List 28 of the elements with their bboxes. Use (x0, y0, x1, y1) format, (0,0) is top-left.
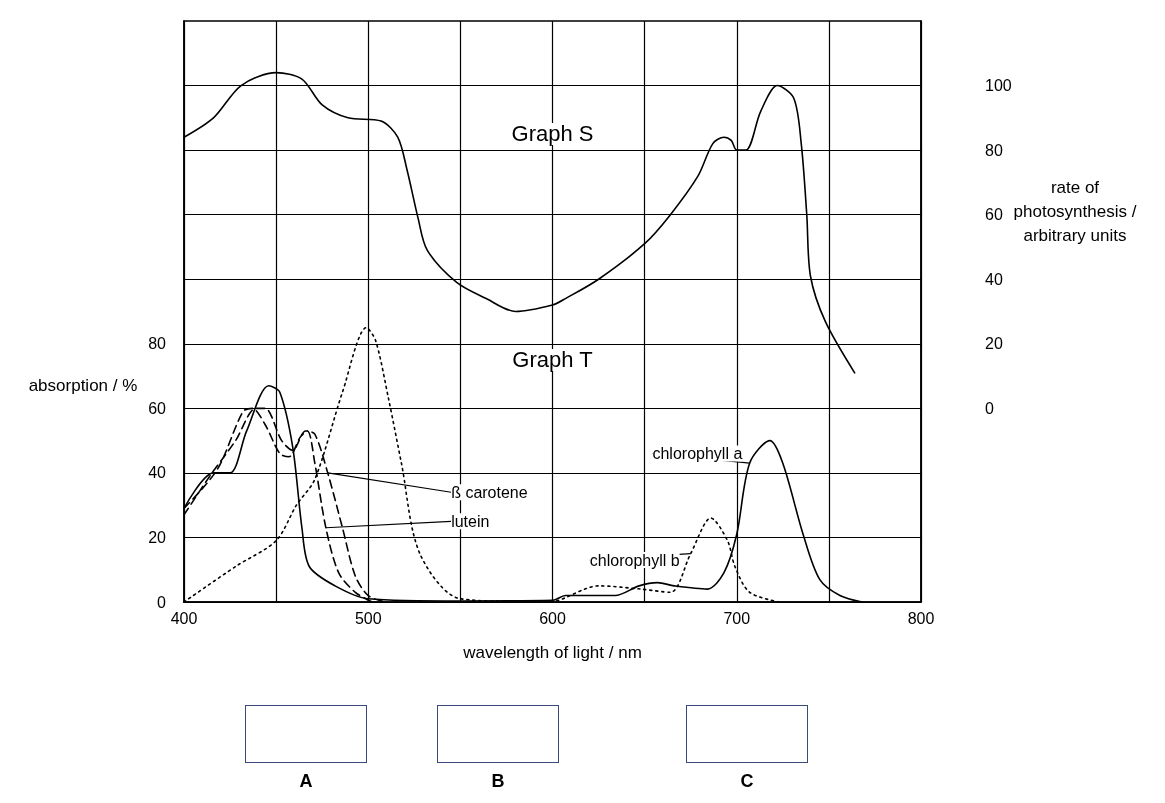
x-tick-label: 400 (170, 609, 198, 627)
y2-tick-label: 40 (985, 270, 1003, 288)
y2-tick-label: 0 (985, 399, 994, 417)
x-tick-label: 800 (907, 609, 935, 627)
y-tick-label: 60 (148, 399, 167, 417)
text: ß carotene (451, 483, 528, 501)
text: B (490, 771, 506, 792)
y2-axis-title: rate of photosynthesis / arbitrary units (1013, 178, 1137, 245)
text: lutein (451, 512, 490, 530)
y-tick-label: 20 (148, 528, 167, 546)
series-label: chlorophyll a (652, 445, 743, 463)
text: A (298, 771, 314, 792)
y2-tick-label: 80 (985, 141, 1003, 159)
annotation: Graph T (512, 347, 593, 373)
y-tick-label: 80 (148, 335, 167, 353)
y-tick-label: 0 (157, 593, 167, 611)
y2-tick-label: 20 (985, 335, 1003, 353)
x-tick-label: 600 (539, 609, 566, 627)
annotation: Graph S (511, 121, 594, 147)
text: C (739, 771, 755, 792)
y-tick-label: 40 (148, 464, 167, 482)
x-tick-label: 700 (723, 609, 751, 627)
x-tick-label: 500 (354, 609, 382, 627)
y-axis-title: absorption / % (27, 376, 139, 396)
y2-tick-label: 60 (985, 206, 1003, 224)
series-label: chlorophyll b (589, 551, 680, 569)
y2-tick-label: 100 (985, 77, 1012, 95)
x-axis-title: wavelength of light / nm (462, 643, 642, 662)
